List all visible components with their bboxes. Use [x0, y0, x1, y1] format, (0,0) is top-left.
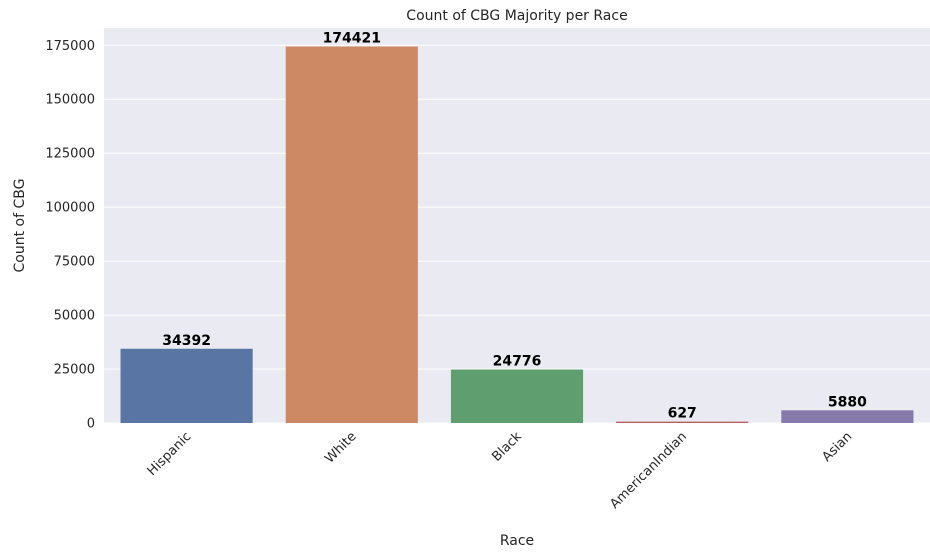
- data-labels: 34392 174421 24776 627 5880: [162, 31, 867, 422]
- data-label: 174421: [323, 31, 381, 47]
- data-label: 627: [668, 406, 697, 422]
- x-tick-label: Hispanic: [145, 429, 195, 479]
- data-label: 34392: [162, 333, 211, 349]
- bar: [781, 410, 914, 423]
- x-tick-label: White: [322, 429, 359, 466]
- x-tick-labels: Hispanic White Black AmericanIndian Asian: [145, 429, 856, 512]
- data-label: 24776: [493, 354, 542, 370]
- bar: [616, 421, 749, 423]
- bar: [120, 348, 253, 423]
- y-tick-label: 50000: [54, 309, 95, 324]
- y-tick-label: 175000: [45, 39, 95, 54]
- bar: [450, 369, 584, 423]
- x-tick-label: AmericanIndian: [607, 429, 690, 512]
- bar: [285, 46, 418, 423]
- y-tick-label: 25000: [54, 363, 95, 378]
- x-tick-label: Asian: [820, 429, 856, 465]
- y-tick-label: 75000: [54, 255, 95, 270]
- y-tick-labels: 0 25000 50000 75000 100000 125000 150000 175000: [45, 39, 95, 432]
- y-tick-label: 150000: [45, 93, 95, 108]
- y-tick-label: 100000: [45, 201, 95, 216]
- y-axis-label: Count of CBG: [12, 179, 28, 273]
- x-tick-label: Black: [489, 429, 525, 465]
- data-label: 5880: [828, 394, 867, 410]
- y-tick-label: 0: [87, 417, 95, 432]
- y-tick-label: 125000: [45, 147, 95, 162]
- bars: [120, 46, 914, 423]
- x-axis-label: Race: [500, 533, 534, 549]
- chart-title: Count of CBG Majority per Race: [406, 8, 627, 24]
